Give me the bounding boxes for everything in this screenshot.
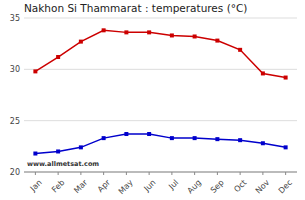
x-tick-label: Oct <box>232 178 248 194</box>
grid-line <box>24 172 297 173</box>
x-tick-label: Apr <box>96 178 113 195</box>
point <box>170 33 174 37</box>
chart-svg: Nakhon Si Thammarat : temperatures (°C) 2… <box>0 0 305 200</box>
y-tick-label: 30 <box>10 65 20 74</box>
y-tick-label: 20 <box>10 168 20 177</box>
series-line <box>35 30 285 77</box>
grid-line <box>24 18 297 19</box>
point <box>79 40 83 44</box>
x-tick-label: Nov <box>254 178 272 196</box>
grid-line <box>24 120 297 121</box>
point <box>170 136 174 140</box>
chart-container: Nakhon Si Thammarat : temperatures (°C) 2… <box>0 0 305 200</box>
x-tick-label: Jul <box>166 178 180 192</box>
point <box>284 76 288 80</box>
point <box>56 55 60 59</box>
x-tick <box>240 172 241 175</box>
point <box>193 34 197 38</box>
point <box>33 152 37 156</box>
point <box>79 145 83 149</box>
point <box>238 48 242 52</box>
point <box>124 30 128 34</box>
point <box>284 145 288 149</box>
series-line <box>35 134 285 154</box>
point <box>215 137 219 141</box>
point <box>102 28 106 32</box>
x-tick-label: Dec <box>277 178 294 195</box>
point <box>193 136 197 140</box>
x-tick <box>171 172 172 175</box>
marks <box>33 28 287 155</box>
x-tick <box>126 172 127 175</box>
point <box>124 132 128 136</box>
x-tick-label: Jun <box>142 178 158 194</box>
point <box>102 136 106 140</box>
watermark: www.allmetsat.com <box>27 160 99 168</box>
x-tick <box>149 172 150 175</box>
title: Nakhon Si Thammarat : temperatures (°C) <box>24 2 247 14</box>
x-tick-label: Sep <box>209 178 226 195</box>
point <box>147 132 151 136</box>
grid-line <box>24 69 297 70</box>
x-tick <box>285 172 286 175</box>
x-tick-label: Feb <box>50 178 66 194</box>
x-tick <box>262 172 263 175</box>
x-tick <box>58 172 59 175</box>
x-tick-label: Jan <box>28 178 44 194</box>
x-tick <box>35 172 36 175</box>
x-tick <box>103 172 104 175</box>
point <box>261 71 265 75</box>
x-axis-line <box>24 172 297 173</box>
point <box>215 39 219 43</box>
point <box>238 138 242 142</box>
y-tick-label: 25 <box>10 117 20 126</box>
point <box>147 30 151 34</box>
x-tick <box>80 172 81 175</box>
point <box>33 69 37 73</box>
x-tick-label: Aug <box>186 178 203 195</box>
y-tick-label: 35 <box>10 14 20 23</box>
x-tick-label: Mar <box>72 178 90 196</box>
x-tick <box>194 172 195 175</box>
x-tick-label: May <box>117 178 135 196</box>
point <box>56 149 60 153</box>
x-tick <box>217 172 218 175</box>
point <box>261 141 265 145</box>
